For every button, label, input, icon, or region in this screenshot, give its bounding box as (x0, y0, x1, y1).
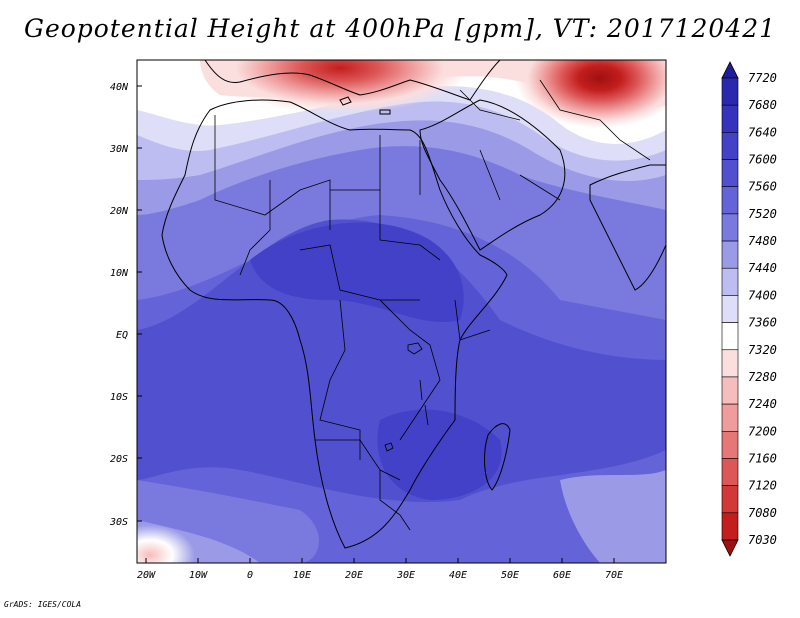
colorbar-label: 7440 (748, 261, 777, 275)
plot-frame (136, 59, 667, 564)
lat-tick-label: 40N (110, 82, 129, 93)
colorbar-segment (721, 349, 739, 378)
colorbar-label: 7280 (748, 370, 777, 384)
map-title: Geopotential Height at 400hPa [gpm], VT:… (23, 14, 777, 43)
colorbar-segment (721, 485, 739, 514)
colorbar-bottom-arrow (721, 539, 739, 557)
lon-tick-label: 10W (189, 570, 208, 581)
colorbar-label: 7600 (748, 153, 777, 167)
country-borders (214, 79, 651, 531)
lon-tick-label: 30E (396, 570, 415, 581)
colorbar-segment (721, 403, 739, 432)
lon-tick-label: 0 (247, 570, 253, 581)
colorbar-segment (721, 186, 739, 215)
grads-credit: GrADS: IGES/COLA (4, 600, 82, 609)
lat-tick-label: 30N (109, 144, 129, 155)
india-coastline (589, 164, 666, 291)
lon-tick-label: 20E (345, 570, 363, 581)
colorbar-segment (721, 376, 739, 405)
colorbar-segment (721, 159, 739, 188)
madagascar-coastline (484, 423, 511, 491)
colorbar-label: 7360 (748, 316, 777, 330)
colorbar-segment (721, 512, 739, 541)
lat-tick-label: 10N (110, 268, 129, 279)
colorbar: 7720 7680 7640 7600 7560 7520 7480 7440 7400 7360… (721, 61, 777, 557)
lat-tick-label: 20S (110, 454, 128, 465)
arabia-coastline (419, 99, 566, 251)
colorbar-label: 7560 (748, 180, 777, 194)
colorbar-segment (721, 240, 739, 269)
height-field (137, 60, 666, 563)
lon-tick-label: 50E (501, 570, 519, 581)
lat-tick-label: 20N (110, 206, 129, 217)
colorbar-label: 7080 (748, 506, 777, 520)
colorbar-label: 7320 (748, 343, 777, 357)
colorbar-segment (721, 295, 739, 323)
colorbar-label: 7030 (748, 533, 777, 547)
latitude-axis: 40N 30N 20N 10N EQ 10S 20S 30S (109, 82, 142, 528)
colorbar-segment (721, 213, 739, 242)
coastlines (161, 60, 666, 549)
colorbar-label: 7680 (748, 98, 777, 112)
lon-tick-label: 20W (137, 570, 156, 581)
lakes (384, 342, 429, 452)
lon-tick-label: 40E (449, 570, 467, 581)
colorbar-segment (721, 104, 739, 133)
colorbar-segment (721, 77, 739, 106)
colorbar-label: 7160 (748, 451, 777, 465)
colorbar-segment (721, 430, 739, 459)
colorbar-segment (721, 458, 739, 486)
colorbar-label: 7120 (748, 479, 777, 493)
lat-tick-label: 10S (110, 392, 128, 403)
colorbar-label: 7400 (748, 288, 777, 302)
colorbar-label: 7480 (748, 234, 777, 248)
lat-tick-label: 30S (109, 517, 128, 528)
colorbar-label: 7720 (748, 71, 777, 85)
longitude-axis: 20W 10W 0 10E 20E 30E 40E 50E 60E 70E (137, 558, 623, 581)
lon-tick-label: 10E (293, 570, 311, 581)
colorbar-label: 7640 (748, 125, 777, 139)
lon-tick-label: 70E (605, 570, 623, 581)
colorbar-label: 7520 (748, 207, 777, 221)
colorbar-segment (721, 322, 739, 351)
colorbar-segment (721, 267, 739, 296)
mediterranean-islands (339, 96, 391, 115)
lat-tick-label: EQ (116, 330, 128, 341)
lon-tick-label: 60E (553, 570, 571, 581)
colorbar-top-arrow (721, 61, 739, 79)
africa-coastline (161, 99, 508, 549)
colorbar-label: 7240 (748, 397, 777, 411)
colorbar-label: 7200 (748, 424, 777, 438)
colorbar-segment (721, 132, 739, 160)
